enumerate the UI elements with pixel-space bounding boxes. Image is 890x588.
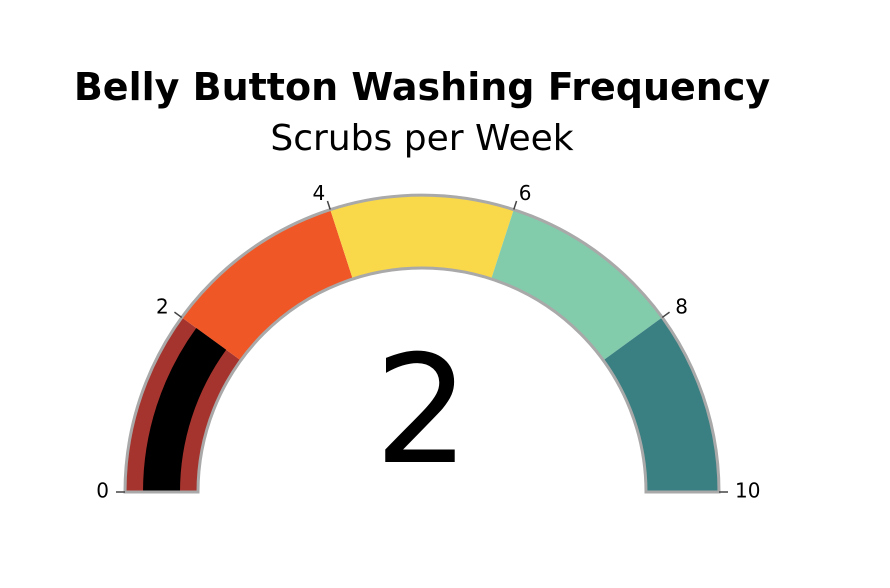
- gauge-step-2: [330, 194, 514, 279]
- gauge-tick-label-5: 10: [735, 479, 760, 503]
- gauge-tick-label-4: 8: [675, 295, 688, 319]
- gauge-tick-label-0: 0: [96, 479, 109, 503]
- chart-title: Belly Button Washing Frequency: [74, 65, 771, 109]
- gauge-tick-mark-2: [326, 200, 331, 210]
- gauge-tick-label-2: 4: [313, 181, 326, 205]
- gauge-outline-group: [123, 193, 721, 494]
- gauge-step-4: [603, 317, 719, 492]
- gauge-tick-mark-3: [513, 200, 518, 210]
- chart-subtitle: Scrubs per Week: [270, 118, 573, 159]
- gauge-tick-label-3: 6: [519, 181, 532, 205]
- gauge-ticks: 0 2 4 6 8 10: [96, 181, 760, 503]
- gauge-bar-group: [143, 328, 227, 492]
- gauge-step-3: [491, 209, 663, 361]
- gauge-tick-mark-4: [661, 311, 671, 319]
- gauge-value-bar: [143, 328, 227, 492]
- gauge-value: 2: [374, 324, 469, 498]
- gauge-tick-label-1: 2: [156, 295, 169, 319]
- gauge-step-1: [181, 209, 353, 361]
- gauge-outline: [123, 193, 721, 494]
- gauge-tick-mark-1: [173, 311, 183, 319]
